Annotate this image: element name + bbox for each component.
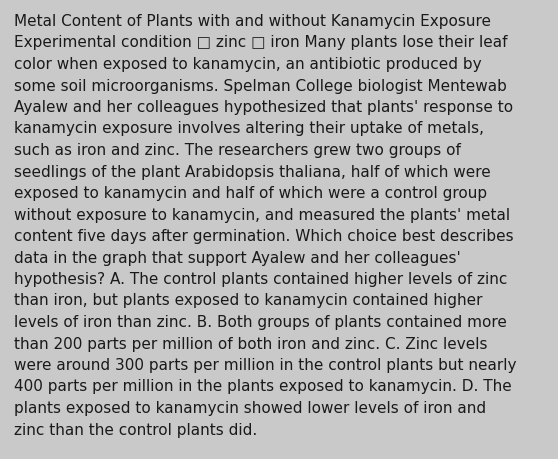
Text: zinc than the control plants did.: zinc than the control plants did.: [14, 421, 257, 437]
Text: Metal Content of Plants with and without Kanamycin Exposure: Metal Content of Plants with and without…: [14, 14, 491, 29]
Text: than iron, but plants exposed to kanamycin contained higher: than iron, but plants exposed to kanamyc…: [14, 293, 483, 308]
Text: content five days after germination. Which choice best describes: content five days after germination. Whi…: [14, 229, 513, 243]
Text: data in the graph that support Ayalew and her colleagues': data in the graph that support Ayalew an…: [14, 250, 461, 265]
Text: than 200 parts per million of both iron and zinc. C. Zinc levels: than 200 parts per million of both iron …: [14, 336, 488, 351]
Text: seedlings of the plant Arabidopsis thaliana, half of which were: seedlings of the plant Arabidopsis thali…: [14, 164, 490, 179]
Text: such as iron and zinc. The researchers grew two groups of: such as iron and zinc. The researchers g…: [14, 143, 461, 157]
Text: without exposure to kanamycin, and measured the plants' metal: without exposure to kanamycin, and measu…: [14, 207, 510, 222]
Text: hypothesis? A. The control plants contained higher levels of zinc: hypothesis? A. The control plants contai…: [14, 271, 507, 286]
Text: levels of iron than zinc. B. Both groups of plants contained more: levels of iron than zinc. B. Both groups…: [14, 314, 507, 329]
Text: exposed to kanamycin and half of which were a control group: exposed to kanamycin and half of which w…: [14, 185, 487, 201]
Text: 400 parts per million in the plants exposed to kanamycin. D. The: 400 parts per million in the plants expo…: [14, 379, 512, 394]
Text: Ayalew and her colleagues hypothesized that plants' response to: Ayalew and her colleagues hypothesized t…: [14, 100, 513, 115]
Text: some soil microorganisms. Spelman College biologist Mentewab: some soil microorganisms. Spelman Colleg…: [14, 78, 507, 93]
Text: Experimental condition □ zinc □ iron Many plants lose their leaf: Experimental condition □ zinc □ iron Man…: [14, 35, 507, 50]
Text: plants exposed to kanamycin showed lower levels of iron and: plants exposed to kanamycin showed lower…: [14, 400, 486, 415]
Text: color when exposed to kanamycin, an antibiotic produced by: color when exposed to kanamycin, an anti…: [14, 57, 482, 72]
Text: were around 300 parts per million in the control plants but nearly: were around 300 parts per million in the…: [14, 357, 517, 372]
Text: kanamycin exposure involves altering their uptake of metals,: kanamycin exposure involves altering the…: [14, 121, 484, 136]
